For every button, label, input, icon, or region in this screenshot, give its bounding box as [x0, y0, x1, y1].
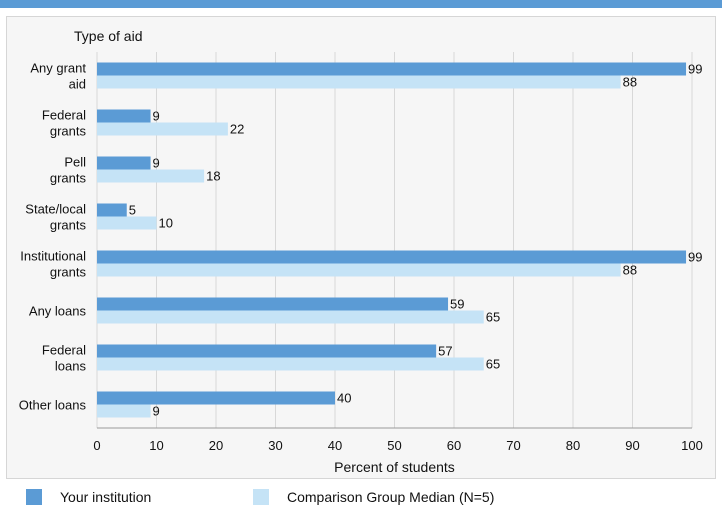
x-tick-label: 100 — [681, 438, 703, 453]
category-label: Any grant — [30, 61, 86, 76]
x-tick-label: 80 — [566, 438, 580, 453]
category-label: Pell — [64, 155, 86, 170]
data-label: 99 — [688, 62, 702, 77]
category-label: Any loans — [29, 304, 87, 319]
category-label: loans — [55, 359, 87, 374]
category-label: Other loans — [19, 398, 87, 413]
legend-item-series-2: Comparison Group Median (N=5) — [253, 489, 494, 505]
bar-comparison-median — [97, 75, 621, 89]
data-label: 9 — [153, 404, 160, 419]
data-label: 9 — [153, 109, 160, 124]
bar-your-institution — [97, 391, 335, 405]
legend-label-series-1: Your institution — [60, 489, 152, 505]
data-label: 88 — [623, 75, 637, 90]
data-label: 9 — [153, 156, 160, 171]
x-tick-label: 60 — [447, 438, 461, 453]
x-tick-label: 90 — [625, 438, 639, 453]
data-label: 65 — [486, 310, 500, 325]
category-label: Federal — [42, 343, 86, 358]
x-tick-label: 50 — [387, 438, 401, 453]
data-label: 59 — [450, 297, 464, 312]
chart-legend: Your institution Comparison Group Median… — [0, 482, 722, 512]
legend-item-series-1: Your institution — [26, 489, 151, 505]
data-label: 18 — [206, 169, 220, 184]
legend-swatch-series-1 — [26, 489, 42, 505]
bar-comparison-median — [97, 122, 228, 136]
legend-swatch-series-2 — [253, 489, 269, 505]
bar-your-institution — [97, 109, 151, 123]
category-label: grants — [50, 171, 87, 186]
data-label: 99 — [688, 250, 702, 265]
bar-comparison-median — [97, 169, 205, 183]
x-axis-label: Percent of students — [334, 459, 455, 475]
top-accent-bar — [0, 0, 722, 8]
data-label: 88 — [623, 263, 637, 278]
data-label: 40 — [337, 391, 351, 406]
data-label: 65 — [486, 357, 500, 372]
bar-comparison-median — [97, 263, 621, 277]
category-label: grants — [50, 218, 87, 233]
bar-your-institution — [97, 156, 151, 170]
bar-comparison-median — [97, 404, 151, 418]
x-tick-label: 10 — [149, 438, 163, 453]
bar-comparison-median — [97, 216, 157, 230]
category-label: grants — [50, 265, 87, 280]
bar-comparison-median — [97, 357, 484, 371]
data-label: 22 — [230, 122, 244, 137]
bar-comparison-median — [97, 310, 484, 324]
data-label: 10 — [159, 216, 173, 231]
bar-your-institution — [97, 62, 687, 76]
bar-your-institution — [97, 250, 687, 264]
category-label: State/local — [25, 202, 86, 217]
category-label: Institutional — [20, 249, 86, 264]
data-label: 57 — [438, 344, 452, 359]
legend-label-series-2: Comparison Group Median (N=5) — [287, 489, 495, 505]
bar-your-institution — [97, 203, 127, 217]
bar-your-institution — [97, 344, 437, 358]
x-tick-label: 30 — [268, 438, 282, 453]
x-tick-label: 20 — [209, 438, 223, 453]
x-tick-label: 70 — [506, 438, 520, 453]
category-label: aid — [69, 77, 86, 92]
bar-your-institution — [97, 297, 449, 311]
category-label: grants — [50, 124, 87, 139]
category-label: Federal — [42, 108, 86, 123]
x-tick-label: 0 — [93, 438, 100, 453]
bar-chart: 0 10 20 30 40 50 60 70 80 90 100 Percent of student… — [19, 28, 703, 475]
y-axis-label: Type of aid — [74, 28, 143, 44]
data-label: 5 — [129, 203, 136, 218]
x-tick-label: 40 — [328, 438, 342, 453]
